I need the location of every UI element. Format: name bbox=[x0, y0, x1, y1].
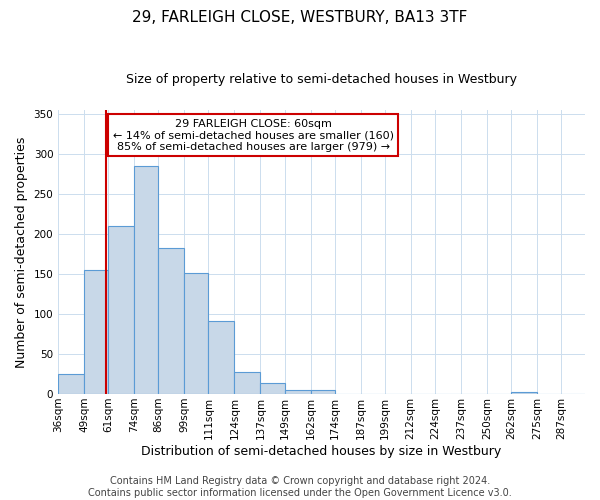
Bar bbox=[311, 390, 335, 394]
Bar bbox=[235, 372, 260, 394]
Bar bbox=[284, 390, 311, 394]
Bar bbox=[511, 392, 537, 394]
Bar bbox=[184, 272, 208, 394]
Text: 29 FARLEIGH CLOSE: 60sqm
← 14% of semi-detached houses are smaller (160)
85% of : 29 FARLEIGH CLOSE: 60sqm ← 14% of semi-d… bbox=[113, 119, 394, 152]
Bar bbox=[208, 322, 235, 394]
Bar bbox=[158, 248, 184, 394]
Bar bbox=[84, 270, 108, 394]
X-axis label: Distribution of semi-detached houses by size in Westbury: Distribution of semi-detached houses by … bbox=[142, 444, 502, 458]
Bar bbox=[108, 226, 134, 394]
Bar bbox=[58, 374, 84, 394]
Title: Size of property relative to semi-detached houses in Westbury: Size of property relative to semi-detach… bbox=[126, 72, 517, 86]
Bar bbox=[134, 166, 158, 394]
Text: 29, FARLEIGH CLOSE, WESTBURY, BA13 3TF: 29, FARLEIGH CLOSE, WESTBURY, BA13 3TF bbox=[133, 10, 467, 25]
Bar bbox=[260, 383, 284, 394]
Y-axis label: Number of semi-detached properties: Number of semi-detached properties bbox=[15, 136, 28, 368]
Text: Contains HM Land Registry data © Crown copyright and database right 2024.
Contai: Contains HM Land Registry data © Crown c… bbox=[88, 476, 512, 498]
